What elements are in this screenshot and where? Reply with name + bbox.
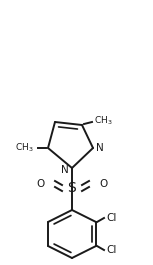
Text: N: N: [96, 143, 104, 153]
Text: S: S: [68, 181, 76, 195]
Text: N: N: [61, 165, 69, 175]
Text: Cl: Cl: [106, 213, 116, 223]
Text: CH$_3$: CH$_3$: [15, 142, 34, 154]
Text: Cl: Cl: [106, 245, 116, 255]
Text: O: O: [37, 179, 45, 189]
Text: CH$_3$: CH$_3$: [94, 115, 113, 127]
Text: O: O: [99, 179, 107, 189]
